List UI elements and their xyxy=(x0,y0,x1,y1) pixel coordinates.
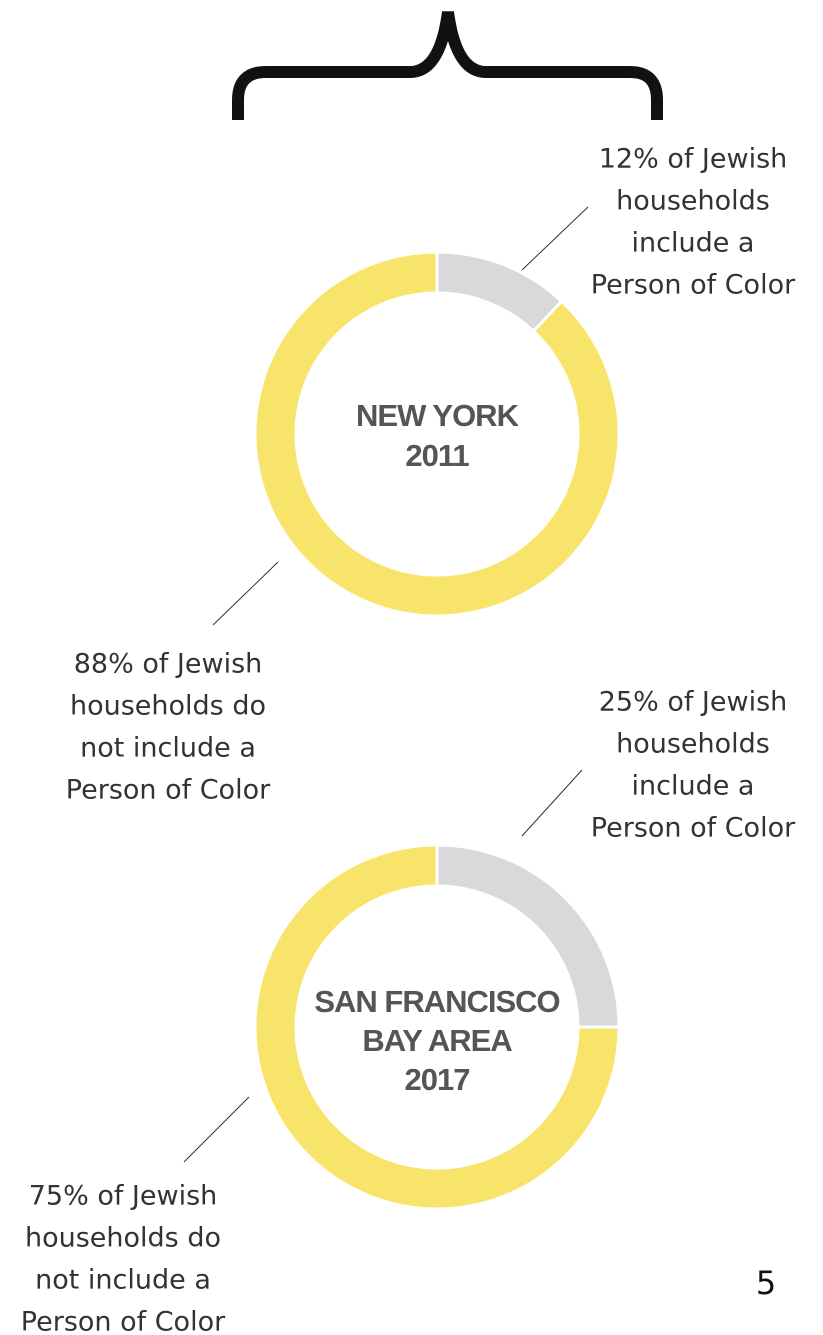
data-label: not include a xyxy=(35,1265,211,1296)
leader-line xyxy=(183,1096,250,1163)
chart-title: 2011 xyxy=(405,438,469,473)
donut-segment xyxy=(253,250,621,618)
leader-line xyxy=(521,769,583,837)
data-label: Person of Color xyxy=(591,270,796,301)
chart-title: BAY AREA xyxy=(362,1023,512,1058)
brace xyxy=(232,11,663,120)
chart-title: NEW YORK xyxy=(356,398,520,433)
data-label: not include a xyxy=(80,733,256,764)
data-label: households xyxy=(616,729,770,760)
leader-line xyxy=(521,206,589,271)
data-label: households do xyxy=(25,1223,221,1254)
data-label: include a xyxy=(632,771,755,802)
data-label: 75% of Jewish xyxy=(29,1181,218,1212)
page-number: 5 xyxy=(756,1264,776,1302)
chart-title: 2017 xyxy=(405,1062,470,1097)
chart-title: SAN FRANCISCO xyxy=(314,984,559,1019)
data-label: households xyxy=(616,186,770,217)
data-label: 25% of Jewish xyxy=(599,687,788,718)
data-label: Person of Color xyxy=(591,813,796,844)
data-label: include a xyxy=(632,228,755,259)
data-label: 12% of Jewish xyxy=(599,144,788,175)
data-label: Person of Color xyxy=(66,775,271,806)
donut-segment xyxy=(253,843,621,1211)
data-label: households do xyxy=(70,691,266,722)
data-label: Person of Color xyxy=(21,1307,226,1335)
leader-line xyxy=(212,561,279,626)
data-label: 88% of Jewish xyxy=(74,649,263,680)
